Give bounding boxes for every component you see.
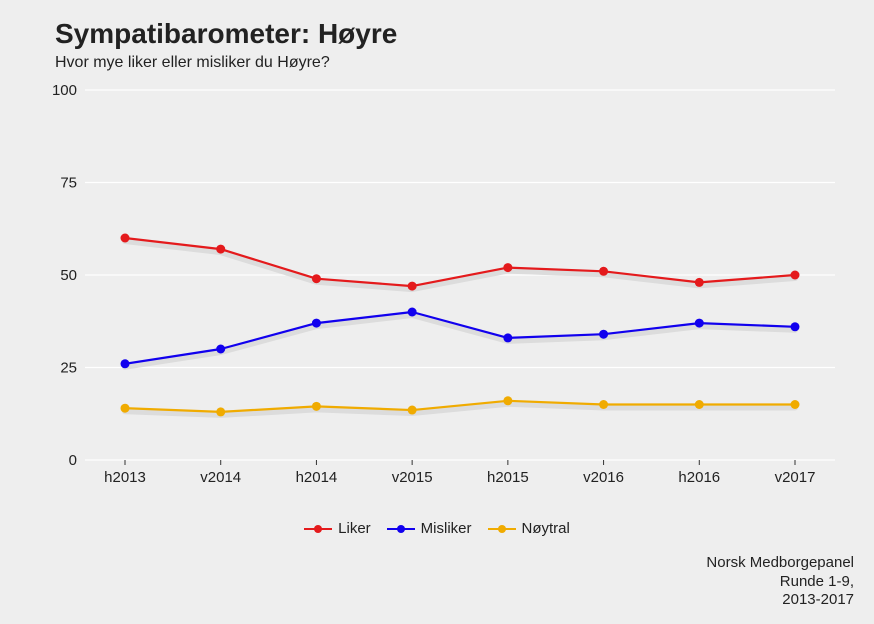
series-marker [695,400,704,409]
series-marker [408,406,417,415]
series-line [125,312,795,364]
legend-label: Misliker [421,520,472,537]
x-tick-label: v2017 [775,469,816,486]
series-marker [599,267,608,276]
series-marker [503,263,512,272]
series-marker [312,319,321,328]
series-marker [408,282,417,291]
series-marker [408,308,417,317]
series-marker [121,404,130,413]
series-marker [791,400,800,409]
legend-item: Misliker [387,520,472,537]
legend-item: Liker [304,520,371,537]
x-tick-label: h2015 [487,469,529,486]
series-marker [599,330,608,339]
chart-subtitle: Hvor mye liker eller misliker du Høyre? [55,54,330,72]
legend-swatch [387,522,415,536]
chart-caption: Norsk MedborgepanelRunde 1-9,2013-2017 [706,554,854,610]
caption-line: 2013-2017 [706,591,854,610]
chart-svg: 0 25 50 75 100 h2013 v2014 h2014 v2015 h2015 v2016… [55,80,845,500]
y-tick-label: 25 [60,360,77,377]
series-marker [695,278,704,287]
x-tick-label: h2016 [678,469,720,486]
series-marker [312,402,321,411]
legend-swatch [304,522,332,536]
series-marker [503,333,512,342]
chart-legend: Liker Misliker Nøytral [0,520,874,540]
series-marker [216,245,225,254]
x-tick-label: v2015 [392,469,433,486]
legend-label: Liker [338,520,371,537]
x-tick-label: h2013 [104,469,146,486]
legend-item: Nøytral [488,520,570,537]
series-marker [503,396,512,405]
x-tick-label: v2016 [583,469,624,486]
series-marker [599,400,608,409]
x-tick-label: h2014 [296,469,338,486]
y-tick-label: 0 [69,452,77,469]
series-marker [121,359,130,368]
series-marker [121,234,130,243]
chart-plot-area: 0 25 50 75 100 h2013 v2014 h2014 v2015 h2015 v2016… [55,80,845,500]
series-marker [312,274,321,283]
x-tick-label: v2014 [200,469,241,486]
legend-label: Nøytral [522,520,570,537]
series-marker [216,345,225,354]
series-marker [791,322,800,331]
y-tick-label: 75 [60,175,77,192]
caption-line: Norsk Medborgepanel [706,554,854,573]
series-marker [791,271,800,280]
y-tick-label: 50 [60,267,77,284]
chart-title: Sympatibarometer: Høyre [55,18,397,50]
caption-line: Runde 1-9, [706,573,854,592]
legend-swatch [488,522,516,536]
y-tick-label: 100 [52,82,77,99]
series-marker [695,319,704,328]
series-marker [216,407,225,416]
chart-container: { "chart": { "type": "line", "title": "S… [0,0,874,624]
